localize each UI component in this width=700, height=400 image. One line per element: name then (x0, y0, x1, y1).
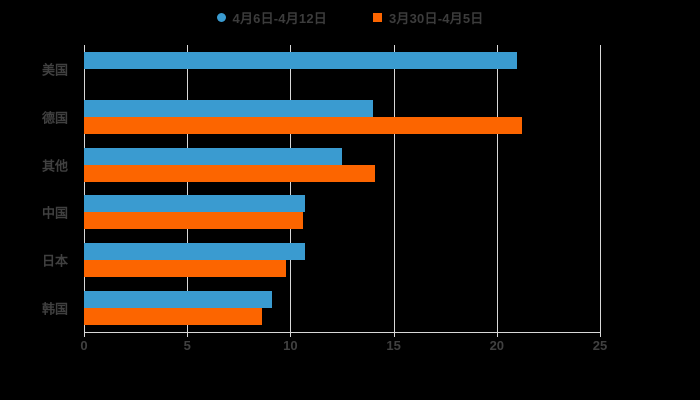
plot-area (84, 45, 601, 332)
bar-中国-series-0[interactable] (84, 195, 305, 213)
chart-legend: 4月6日-4月12日 3月30日-4月5日 (0, 8, 700, 27)
gridline-x-20 (496, 45, 498, 332)
x-tick-mark-20 (496, 332, 498, 337)
y-axis-label-1: 德国 (41, 110, 68, 126)
y-axis-label-5: 韩国 (41, 301, 68, 317)
x-tick-label-5: 5 (183, 338, 191, 353)
bar-日本-series-0[interactable] (84, 243, 305, 261)
gridline-x-25 (600, 45, 601, 332)
x-tick-label-15: 15 (386, 338, 401, 353)
x-tick-label-20: 20 (489, 338, 505, 353)
bar-其他-series-1[interactable] (84, 164, 376, 182)
x-tick-mark-0 (84, 332, 85, 337)
y-axis-label-0: 美国 (41, 62, 68, 78)
x-tick-mark-25 (600, 332, 601, 337)
gridline-x-10 (290, 45, 292, 332)
x-tick-mark-15 (393, 332, 395, 337)
legend-label-series-0: 4月6日-4月12日 (232, 11, 327, 26)
x-tick-label-25: 25 (592, 338, 608, 353)
bar-中国-series-1[interactable] (84, 212, 303, 230)
x-axis-line (84, 332, 601, 333)
bar-韩国-series-1[interactable] (84, 308, 262, 326)
x-tick-mark-5 (187, 332, 189, 337)
bar-德国-series-1[interactable] (84, 116, 522, 134)
gridline-x-15 (393, 45, 395, 332)
y-axis-label-3: 中国 (41, 205, 68, 221)
bar-日本-series-1[interactable] (84, 260, 287, 278)
y-axis-label-2: 其他 (41, 158, 68, 174)
x-tick-mark-10 (290, 332, 292, 337)
bar-韩国-series-0[interactable] (84, 291, 272, 309)
legend-marker-circle-icon (216, 13, 226, 22)
x-tick-label-10: 10 (283, 338, 298, 353)
bar-德国-series-0[interactable] (84, 99, 373, 117)
legend-marker-square-icon (373, 13, 382, 22)
y-axis-category-labels: 美国德国其他中国日本韩国 (0, 45, 76, 332)
x-tick-label-0: 0 (80, 338, 88, 353)
legend-entry-series-0[interactable]: 4月6日-4月12日 (216, 8, 327, 27)
bar-其他-series-0[interactable] (84, 147, 342, 165)
legend-entry-series-1[interactable]: 3月30日-4月5日 (373, 8, 483, 27)
legend-label-series-1: 3月30日-4月5日 (389, 11, 484, 26)
y-axis-label-4: 日本 (41, 253, 68, 269)
gridline-x-5 (187, 45, 189, 332)
bar-美国-series-0[interactable] (84, 51, 518, 69)
gridline-x-0 (84, 45, 85, 332)
